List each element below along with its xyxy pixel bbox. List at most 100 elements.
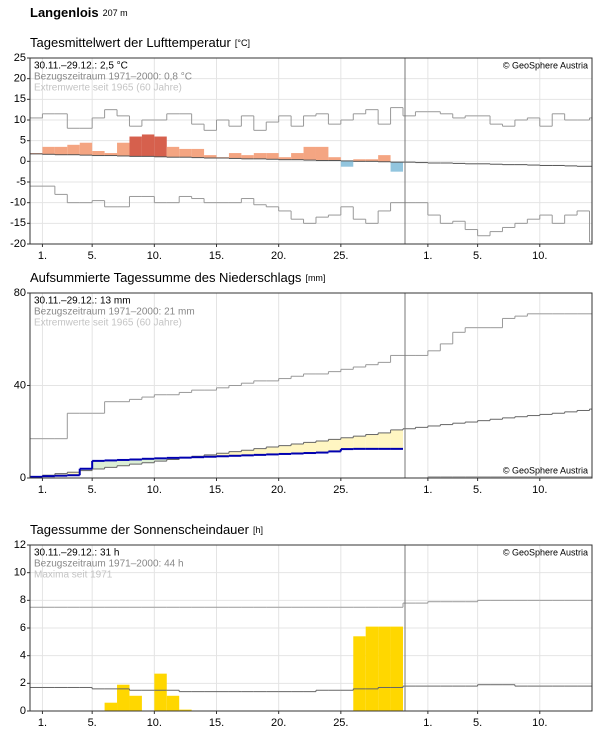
legend-note: Bezugszeitraum 1971–2000: 44 h — [34, 559, 184, 570]
y-tick-label: 4 — [20, 650, 26, 662]
y-tick-label: 25 — [14, 52, 26, 64]
difference-area — [278, 445, 292, 454]
chart-title-text: Aufsummierte Tagessumme des Niederschlag… — [30, 270, 302, 285]
x-tick-label: 20. — [271, 250, 286, 262]
difference-area — [266, 447, 279, 455]
y-tick-label: 12 — [14, 539, 26, 551]
legend-note: Maxima seit 1971 — [34, 570, 113, 581]
difference-area — [390, 429, 404, 449]
x-tick-label: 5. — [88, 717, 97, 729]
temperature-bar — [228, 153, 242, 159]
legend-note: 30.11.–29.12.: 13 mm — [34, 296, 131, 307]
sunshine-bar — [378, 626, 391, 711]
chart-title: Aufsummierte Tagessumme des Niederschlag… — [30, 270, 325, 285]
y-tick-label: -20 — [10, 238, 26, 250]
sunshine-bar — [104, 702, 118, 711]
sunshine-bar — [166, 695, 180, 711]
temperature-bar — [291, 153, 304, 160]
legend-note: 30.11.–29.12.: 2,5 °C — [34, 61, 128, 72]
sunshine-bar — [117, 684, 130, 711]
y-tick-label: 5 — [20, 135, 26, 147]
sunshine-bar — [179, 709, 192, 711]
difference-area — [67, 472, 80, 476]
difference-area — [129, 459, 142, 465]
x-tick-label: 10. — [532, 717, 547, 729]
y-tick-label: -5 — [16, 176, 26, 188]
legend-note: Extremwerte seit 1965 (60 Jahre) — [34, 318, 182, 329]
difference-area — [92, 460, 105, 469]
x-tick-label: 1. — [38, 250, 47, 262]
x-tick-label: 5. — [473, 250, 482, 262]
chart-title-text: Tagessumme der Sonnenscheindauer — [30, 522, 250, 537]
temperature-bar — [191, 148, 205, 158]
chart-title-text: Tagesmittelwert der Lufttemperatur — [30, 35, 232, 50]
x-tick-label: 1. — [38, 717, 47, 729]
x-tick-label: 10. — [147, 250, 162, 262]
x-tick-label: 5. — [88, 250, 97, 262]
temperature-bar — [204, 155, 217, 159]
sunshine-bar — [129, 695, 142, 711]
copyright: © GeoSphere Austria — [503, 547, 588, 557]
x-tick-label: 15. — [209, 250, 224, 262]
y-tick-label: 10 — [14, 114, 26, 126]
temperature-bar — [54, 146, 68, 155]
difference-area — [54, 473, 68, 476]
y-tick-label: 2 — [20, 677, 26, 689]
x-tick-label: 5. — [88, 484, 97, 496]
y-tick-label: 0 — [20, 472, 26, 484]
x-tick-label: 25. — [333, 250, 348, 262]
y-tick-label: 20 — [14, 73, 26, 85]
temperature-bar — [42, 146, 55, 155]
temperature-bar — [241, 155, 254, 159]
x-tick-label: 25. — [333, 717, 348, 729]
x-tick-label: 10. — [147, 484, 162, 496]
difference-area — [253, 448, 267, 455]
copyright: © GeoSphere Austria — [503, 60, 588, 70]
temperature-bar — [166, 146, 180, 158]
difference-area — [340, 437, 354, 450]
x-tick-label: 5. — [473, 484, 482, 496]
x-tick-label: 20. — [271, 717, 286, 729]
difference-area — [141, 458, 155, 463]
copyright: © GeoSphere Austria — [503, 465, 588, 475]
difference-area — [216, 453, 229, 457]
y-tick-label: 0 — [20, 155, 26, 167]
temperature-bar — [253, 153, 267, 159]
temperature-bar — [141, 134, 155, 157]
x-tick-label: 10. — [532, 484, 547, 496]
station-header: Langenlois 207 m — [30, 5, 128, 20]
difference-area — [378, 432, 391, 449]
legend-note: Extremwerte seit 1965 (60 Jahre) — [34, 83, 182, 94]
legend-note: Bezugszeitraum 1971–2000: 21 mm — [34, 307, 195, 318]
difference-area — [328, 439, 341, 452]
x-tick-label: 20. — [271, 484, 286, 496]
difference-area — [117, 459, 130, 466]
difference-area — [154, 458, 167, 462]
x-tick-label: 1. — [38, 484, 47, 496]
y-tick-label: -10 — [10, 197, 26, 209]
difference-area — [228, 451, 242, 456]
temperature-bar — [104, 153, 118, 156]
sunshine-bar — [390, 626, 404, 711]
sunshine-bar — [154, 673, 167, 711]
legend-note: Bezugszeitraum 1971–2000: 0,8 °C — [34, 72, 192, 83]
x-tick-label: 1. — [423, 250, 432, 262]
sunshine-bar — [353, 636, 366, 711]
difference-area — [353, 436, 366, 449]
difference-area — [291, 444, 304, 454]
temperature-bar — [315, 146, 329, 161]
chart-title: Tagesmittelwert der Lufttemperatur [°C] — [30, 35, 250, 50]
x-tick-label: 5. — [473, 717, 482, 729]
temperature-bar — [340, 160, 354, 167]
temperature-bar — [278, 157, 292, 160]
x-tick-label: 10. — [532, 250, 547, 262]
temperature-bar — [266, 153, 279, 160]
chart-unit: [mm] — [305, 273, 325, 283]
y-tick-label: 15 — [14, 93, 26, 105]
y-tick-label: 40 — [14, 379, 26, 391]
difference-area — [315, 441, 329, 453]
temperature-bar — [303, 146, 316, 161]
difference-area — [365, 434, 379, 449]
x-tick-label: 1. — [423, 484, 432, 496]
